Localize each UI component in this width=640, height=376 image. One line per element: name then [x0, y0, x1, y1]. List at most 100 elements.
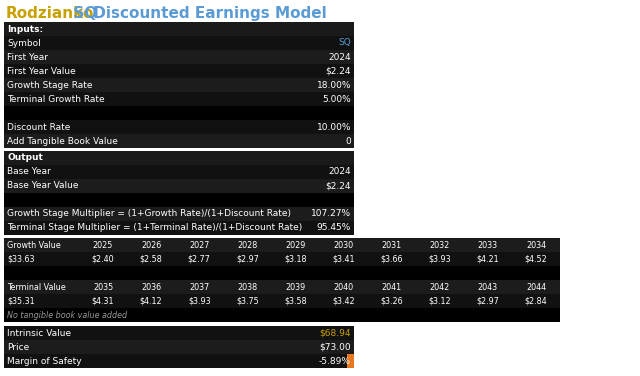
- Text: Inputs:: Inputs:: [7, 24, 43, 33]
- Text: $2.97: $2.97: [476, 297, 499, 305]
- Text: Growth Stage Multiplier = (1+Growth Rate)/(1+Discount Rate): Growth Stage Multiplier = (1+Growth Rate…: [7, 209, 291, 218]
- Text: 2034: 2034: [526, 241, 546, 250]
- Bar: [4, 92, 354, 106]
- Text: 0: 0: [345, 136, 351, 146]
- Text: $2.40: $2.40: [92, 255, 115, 264]
- Text: $3.66: $3.66: [380, 255, 403, 264]
- Text: $2.84: $2.84: [525, 297, 547, 305]
- Bar: [4, 134, 354, 148]
- Text: Terminal Value: Terminal Value: [7, 282, 66, 291]
- Text: 2037: 2037: [189, 282, 209, 291]
- Text: 10.00%: 10.00%: [317, 123, 351, 132]
- Bar: [4, 326, 354, 340]
- Bar: [4, 354, 354, 368]
- Text: 2032: 2032: [429, 241, 450, 250]
- Text: $3.41: $3.41: [332, 255, 355, 264]
- Bar: [4, 36, 354, 50]
- Text: $3.58: $3.58: [284, 297, 307, 305]
- Text: Margin of Safety: Margin of Safety: [7, 356, 82, 365]
- Text: SQ: SQ: [68, 6, 97, 21]
- Text: 2027: 2027: [189, 241, 209, 250]
- Bar: [4, 179, 354, 193]
- Text: $3.93: $3.93: [428, 255, 451, 264]
- Text: 18.00%: 18.00%: [317, 80, 351, 89]
- Text: Intrinsic Value: Intrinsic Value: [7, 329, 71, 338]
- Text: No tangible book value added: No tangible book value added: [7, 311, 127, 320]
- Text: $3.18: $3.18: [284, 255, 307, 264]
- Text: 2039: 2039: [285, 282, 305, 291]
- Text: Terminal Stage Multiplier = (1+Terminal Rate)/(1+Discount Rate): Terminal Stage Multiplier = (1+Terminal …: [7, 223, 302, 232]
- Text: $3.26: $3.26: [380, 297, 403, 305]
- Bar: [4, 64, 354, 78]
- Text: $2.24: $2.24: [326, 182, 351, 191]
- Text: First Year Value: First Year Value: [7, 67, 76, 76]
- Text: $3.93: $3.93: [188, 297, 211, 305]
- Text: 2024: 2024: [328, 167, 351, 176]
- Text: $3.42: $3.42: [332, 297, 355, 305]
- Bar: [4, 50, 354, 64]
- Bar: [4, 221, 354, 235]
- Text: $33.63: $33.63: [7, 255, 35, 264]
- Text: $4.52: $4.52: [525, 255, 547, 264]
- Bar: [4, 22, 354, 36]
- Bar: [4, 193, 354, 207]
- Text: Rodzianko: Rodzianko: [6, 6, 94, 21]
- Text: 2036: 2036: [141, 282, 161, 291]
- Text: Discount Rate: Discount Rate: [7, 123, 70, 132]
- Text: 2028: 2028: [237, 241, 257, 250]
- Bar: [4, 340, 354, 354]
- Text: 2042: 2042: [429, 282, 450, 291]
- Bar: [4, 266, 560, 280]
- Text: 2031: 2031: [381, 241, 402, 250]
- Text: 2043: 2043: [478, 282, 498, 291]
- Bar: [4, 238, 560, 252]
- Bar: [4, 207, 354, 221]
- Text: -5.89%: -5.89%: [319, 356, 351, 365]
- Text: $4.31: $4.31: [92, 297, 115, 305]
- Text: 2040: 2040: [333, 282, 354, 291]
- Bar: [4, 106, 354, 120]
- Text: SQ: SQ: [339, 38, 351, 47]
- Text: $68.94: $68.94: [319, 329, 351, 338]
- Text: Base Year Value: Base Year Value: [7, 182, 79, 191]
- Text: First Year: First Year: [7, 53, 48, 62]
- Text: 2044: 2044: [526, 282, 546, 291]
- Text: $2.97: $2.97: [236, 255, 259, 264]
- Bar: [4, 280, 560, 294]
- Bar: [4, 308, 560, 322]
- Text: Price: Price: [7, 343, 29, 352]
- Text: Symbol: Symbol: [7, 38, 41, 47]
- Text: 2025: 2025: [93, 241, 113, 250]
- Text: 2030: 2030: [333, 241, 354, 250]
- Text: $35.31: $35.31: [7, 297, 35, 305]
- Bar: [4, 151, 354, 165]
- Text: Growth Stage Rate: Growth Stage Rate: [7, 80, 93, 89]
- Bar: [4, 252, 560, 266]
- Bar: [4, 294, 560, 308]
- Text: 2035: 2035: [93, 282, 113, 291]
- Text: 2029: 2029: [285, 241, 306, 250]
- Text: Growth Value: Growth Value: [7, 241, 61, 250]
- Text: Add Tangible Book Value: Add Tangible Book Value: [7, 136, 118, 146]
- Text: 2024: 2024: [328, 53, 351, 62]
- Text: Discounted Earnings Model: Discounted Earnings Model: [88, 6, 327, 21]
- Bar: [347, 354, 354, 368]
- Bar: [4, 78, 354, 92]
- Text: 2033: 2033: [478, 241, 498, 250]
- Text: $2.24: $2.24: [326, 67, 351, 76]
- Text: 5.00%: 5.00%: [323, 94, 351, 103]
- Text: $2.77: $2.77: [188, 255, 211, 264]
- Text: Base Year: Base Year: [7, 167, 51, 176]
- Bar: [4, 165, 354, 179]
- Text: 2026: 2026: [141, 241, 161, 250]
- Text: $3.12: $3.12: [428, 297, 451, 305]
- Text: 2038: 2038: [237, 282, 257, 291]
- Text: 2041: 2041: [381, 282, 402, 291]
- Bar: [4, 120, 354, 134]
- Text: 95.45%: 95.45%: [317, 223, 351, 232]
- Text: $73.00: $73.00: [319, 343, 351, 352]
- Text: $3.75: $3.75: [236, 297, 259, 305]
- Text: $4.21: $4.21: [477, 255, 499, 264]
- Text: $4.12: $4.12: [140, 297, 163, 305]
- Text: Output: Output: [7, 153, 43, 162]
